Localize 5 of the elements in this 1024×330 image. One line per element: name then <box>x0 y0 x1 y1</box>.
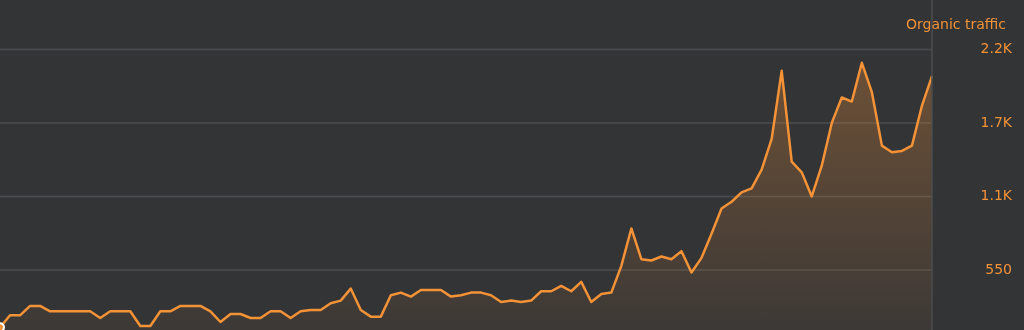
y-tick-label: 2.2K <box>980 40 1013 57</box>
y-axis-title: Organic traffic <box>906 16 1006 32</box>
y-tick-label: 550 <box>985 260 1012 277</box>
y-tick-label: 1.7K <box>980 113 1013 130</box>
y-tick-label: 1.1K <box>980 187 1013 204</box>
